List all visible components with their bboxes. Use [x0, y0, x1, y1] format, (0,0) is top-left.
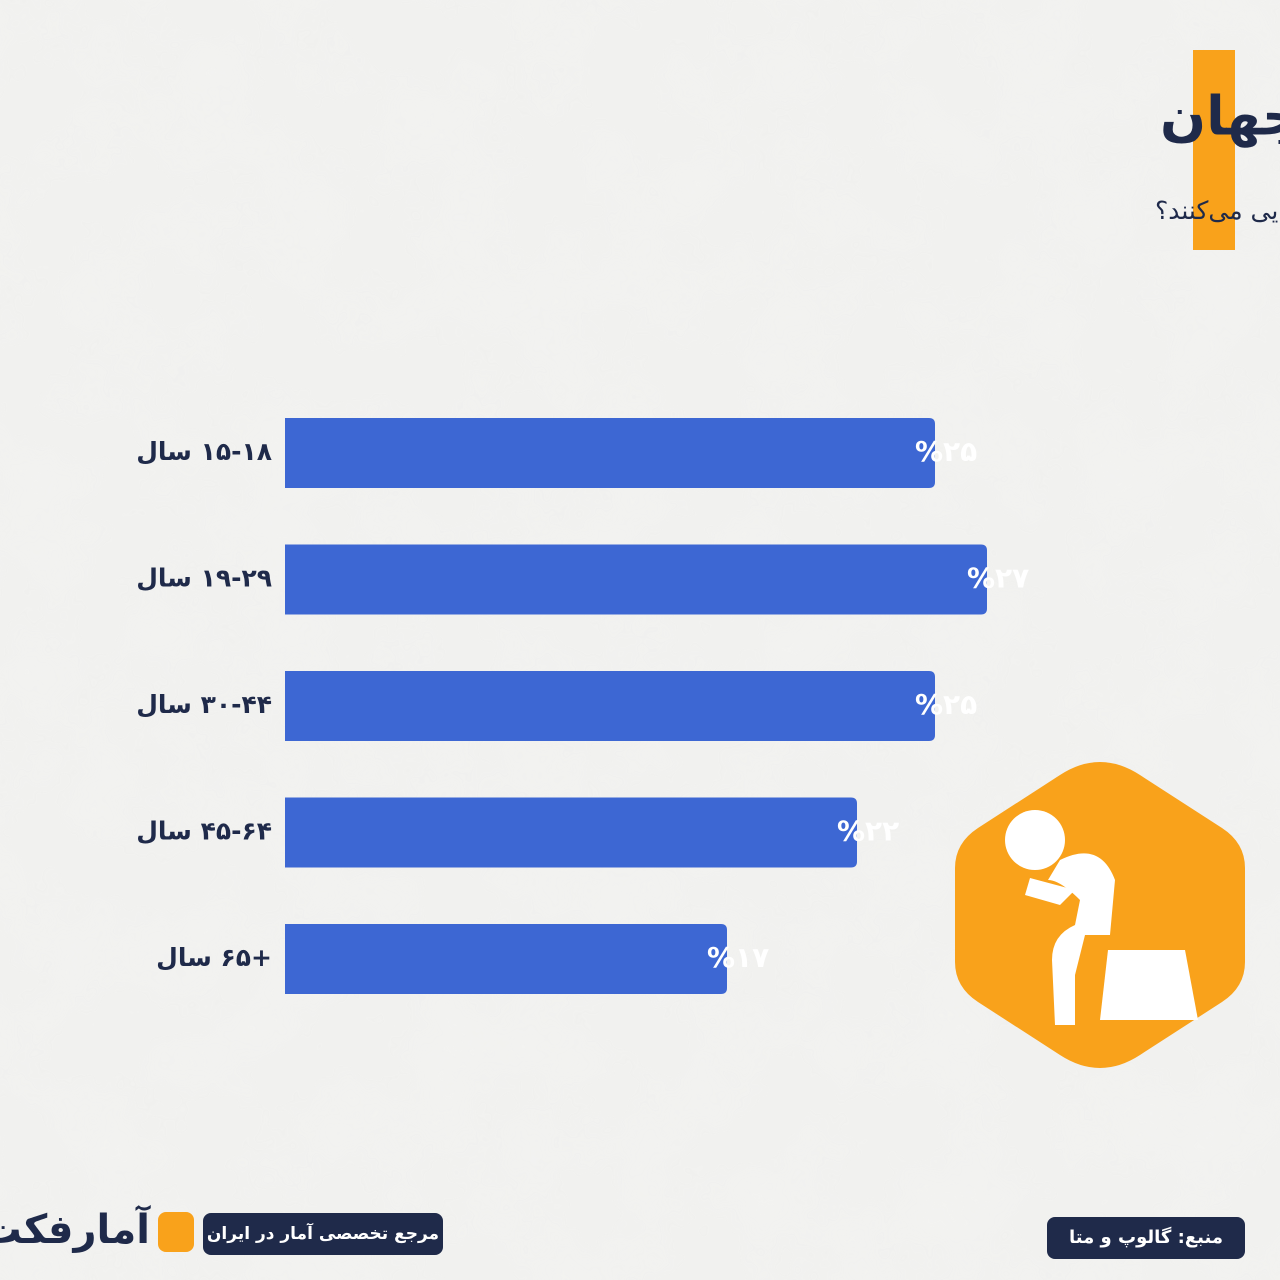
bar: [285, 924, 727, 994]
tagline-pill: [203, 1213, 443, 1255]
bar: [285, 797, 857, 868]
footer: آمارفکت مرجع تخصصی آمار در ایران منبع: گ…: [0, 1204, 1245, 1259]
value-label: %۲۲: [837, 815, 899, 848]
value-label: %۲۵: [915, 435, 977, 468]
bar: [285, 418, 935, 488]
value-label: %۲۵: [915, 688, 977, 721]
brand-mark: [158, 1212, 194, 1252]
value-label: %۲۷: [967, 562, 1029, 595]
icon-head: [1005, 810, 1065, 870]
accent-bar: [1193, 50, 1235, 250]
chart-subtitle: هر کدام از گروه‌های سنی چه میزان احساس ت…: [1155, 196, 1280, 226]
source: منبع: گالوپ و متا: [1069, 1226, 1223, 1248]
category-label: +۶۵ سال: [156, 943, 272, 972]
category-label: ۱۹-۲۹ سال: [136, 564, 272, 593]
category-label: ۴۵-۶۴ سال: [136, 817, 272, 846]
icon-arm: [1025, 878, 1075, 905]
tagline: مرجع تخصصی آمار در ایران: [207, 1222, 439, 1244]
icon-seat: [1100, 950, 1198, 1020]
loneliness-icon: [955, 762, 1245, 1068]
icon-body: [1048, 853, 1115, 1025]
chart-title: میزان احساس تنهایی در جهان: [1160, 85, 1280, 148]
brand-logo: آمارفکت: [0, 1204, 151, 1253]
category-label: ۳۰-۴۴ سال: [136, 690, 272, 719]
category-label: ۱۵-۱۸ سال: [136, 437, 272, 466]
source-pill: [1047, 1217, 1245, 1259]
value-label: %۱۷: [707, 941, 769, 974]
bar: [285, 671, 935, 741]
bar: [285, 544, 987, 615]
